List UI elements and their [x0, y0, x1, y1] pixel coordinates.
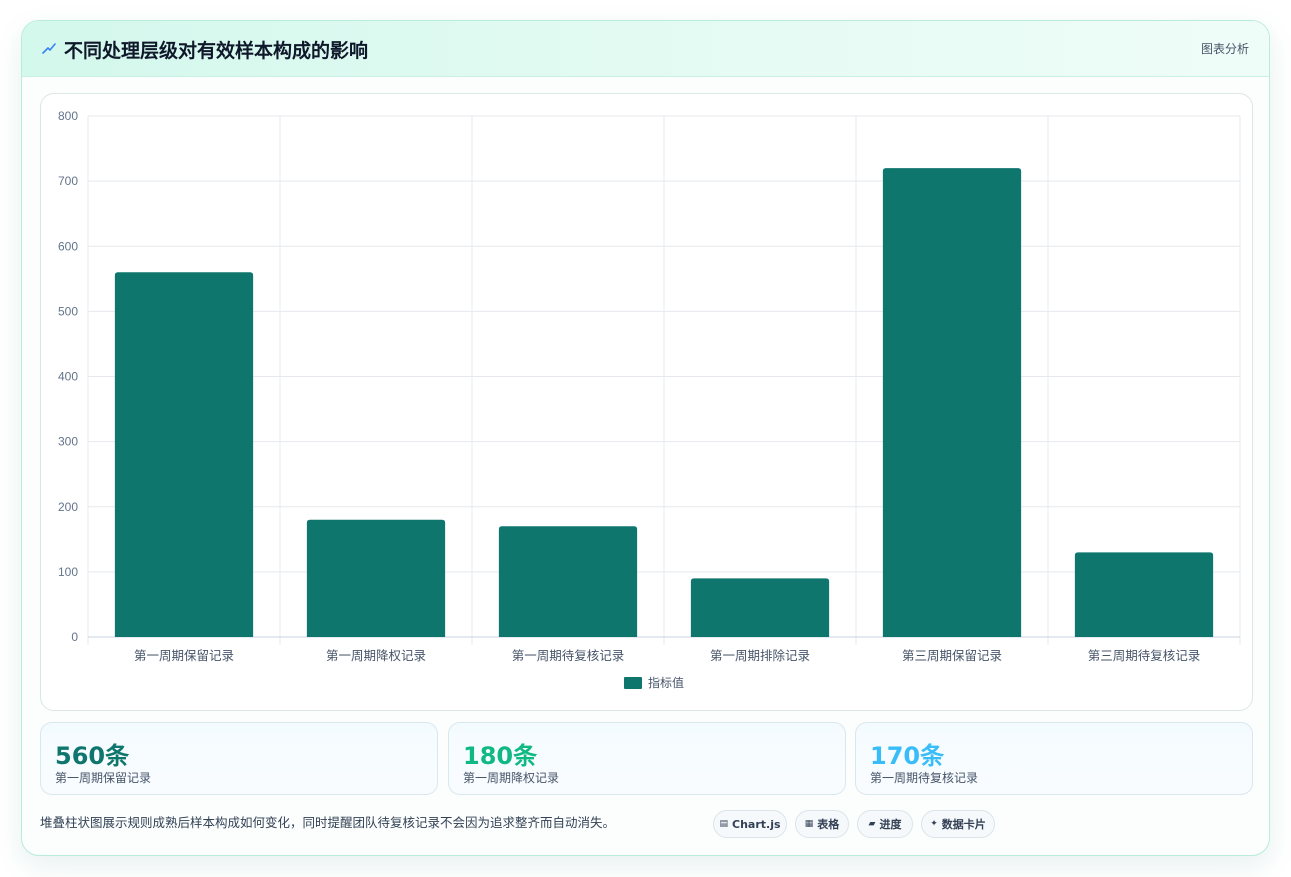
y-tick-label: 700 [58, 174, 78, 188]
stat-label: 第一周期保留记录 [55, 771, 152, 785]
chart-panel: 0 100 200 300 400 500 600 700 800 第一周期保留记录 第一周期降权记… [40, 93, 1253, 711]
y-tick-label: 400 [58, 370, 78, 384]
bar-chart: 0 100 200 300 400 500 600 700 800 第一周期保留记录 第一周期降权记… [58, 109, 1241, 690]
y-tick-label: 600 [58, 239, 78, 253]
progress-icon: ▰ [868, 819, 876, 829]
pill-progress[interactable]: ▰ 进度 [857, 810, 913, 838]
y-tick-label: 800 [58, 109, 78, 123]
bar [498, 526, 638, 637]
chart-zigzag-icon [42, 43, 56, 54]
page-title: 不同处理层级对有效样本构成的影响 [64, 40, 369, 62]
pill-label: 进度 [879, 818, 902, 831]
chart-card: 不同处理层级对有效样本构成的影响 图表分析 0 100 200 300 400 500 60… [21, 20, 1270, 856]
stat-value: 180条 [463, 742, 538, 770]
bar [690, 578, 830, 637]
stat-card-1: 560条 第一周期保留记录 [40, 722, 438, 795]
y-tick-label: 500 [58, 304, 78, 318]
pill-table[interactable]: ▦ 表格 [795, 810, 849, 838]
legend-label: 指标值 [648, 675, 684, 690]
legend-swatch [624, 677, 642, 689]
card-header: 不同处理层级对有效样本构成的影响 图表分析 [22, 21, 1269, 77]
sparkle-icon: ✦ [930, 819, 938, 829]
pill-data-card[interactable]: ✦ 数据卡片 [921, 810, 995, 838]
x-tick-label: 第一周期排除记录 [710, 648, 810, 663]
y-tick-label: 100 [58, 565, 78, 579]
stat-card-2: 180条 第一周期降权记录 [448, 722, 846, 795]
footer-note: 堆叠柱状图展示规则成熟后样本构成如何变化，同时提醒团队待复核记录不会因为追求整齐… [40, 815, 616, 830]
pill-chartjs[interactable]: ▤ Chart.js [713, 810, 787, 838]
header-tag: 图表分析 [1200, 42, 1249, 56]
x-tick-label: 第一周期保留记录 [134, 648, 234, 663]
bar [114, 272, 254, 637]
bar [1074, 552, 1214, 637]
pill-label: Chart.js [732, 817, 781, 831]
x-tick-label: 第一周期待复核记录 [512, 648, 625, 663]
pill-label: 表格 [817, 818, 840, 831]
stat-card-3: 170条 第一周期待复核记录 [855, 722, 1253, 795]
y-tick-label: 200 [58, 500, 78, 514]
pill-label: 数据卡片 [941, 818, 986, 831]
stat-label: 第一周期降权记录 [463, 771, 560, 785]
table-icon: ▦ [804, 819, 814, 829]
y-tick-label: 0 [71, 630, 78, 644]
bar [306, 519, 446, 637]
bar [882, 168, 1022, 637]
x-tick-label: 第三周期保留记录 [902, 648, 1002, 663]
stat-value: 170条 [870, 742, 945, 770]
chart-icon: ▤ [719, 819, 728, 829]
y-tick-label: 300 [58, 435, 78, 449]
x-tick-label: 第三周期待复核记录 [1088, 648, 1201, 663]
x-tick-label: 第一周期降权记录 [326, 648, 426, 663]
stat-label: 第一周期待复核记录 [870, 771, 979, 785]
stat-value: 560条 [55, 742, 130, 770]
